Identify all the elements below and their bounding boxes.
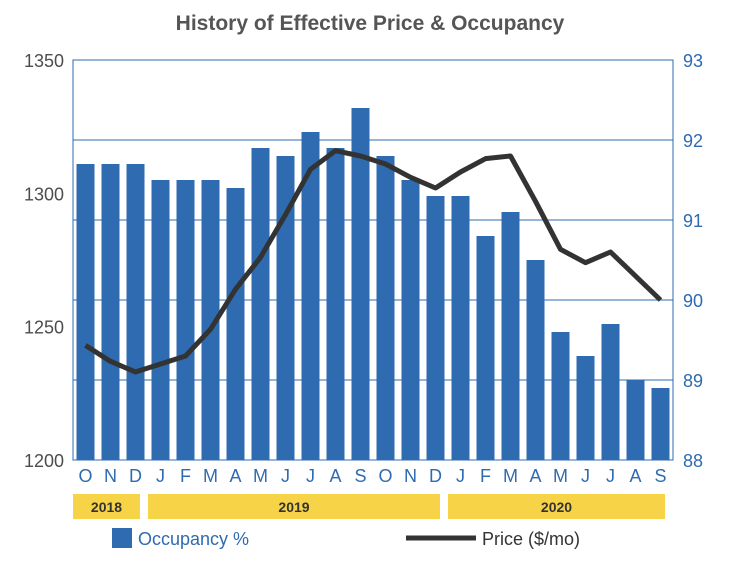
x-tick-label: M	[553, 466, 568, 486]
left-axis: 1200 1250 1300 1350	[24, 51, 64, 471]
occupancy-bar	[226, 188, 245, 460]
x-tick-label: M	[503, 466, 518, 486]
occupancy-bar	[201, 180, 220, 460]
price-line-group	[84, 148, 663, 375]
occupancy-bar	[401, 180, 420, 460]
x-tick-label: A	[329, 466, 341, 486]
right-tick-label: 92	[683, 131, 703, 151]
occupancy-bar	[551, 332, 570, 460]
occupancy-bar	[576, 356, 595, 460]
occupancy-bar	[376, 156, 395, 460]
x-tick-label: J	[581, 466, 590, 486]
x-tick-label: S	[654, 466, 666, 486]
occupancy-bar	[276, 156, 295, 460]
year-label: 2018	[91, 499, 122, 515]
x-tick-label: M	[253, 466, 268, 486]
occupancy-bar	[526, 260, 545, 460]
year-label: 2020	[541, 499, 572, 515]
x-tick-label: D	[129, 466, 142, 486]
x-tick-label: J	[606, 466, 615, 486]
chart-title: History of Effective Price & Occupancy	[176, 12, 565, 35]
left-tick-label: 1250	[24, 318, 64, 338]
year-band	[448, 494, 665, 519]
occupancy-bar	[426, 196, 445, 460]
x-tick-label: D	[429, 466, 442, 486]
right-tick-label: 91	[683, 211, 703, 231]
right-tick-label: 88	[683, 451, 703, 471]
legend-label-price: Price ($/mo)	[482, 529, 580, 549]
left-tick-label: 1350	[24, 51, 64, 71]
right-tick-label: 89	[683, 371, 703, 391]
x-tick-label: J	[306, 466, 315, 486]
x-tick-label: A	[229, 466, 241, 486]
x-tick-label: O	[378, 466, 392, 486]
occupancy-bars	[76, 108, 670, 460]
legend-swatch-occupancy	[112, 528, 132, 548]
occupancy-bar	[451, 196, 470, 460]
right-tick-label: 90	[683, 291, 703, 311]
year-label: 2019	[278, 499, 309, 515]
occupancy-bar	[326, 148, 345, 460]
x-tick-label: A	[529, 466, 541, 486]
x-tick-label: J	[156, 466, 165, 486]
x-tick-label: M	[203, 466, 218, 486]
occupancy-bar	[251, 148, 270, 460]
occupancy-bar	[626, 380, 645, 460]
occupancy-bar	[76, 164, 95, 460]
occupancy-bar	[101, 164, 120, 460]
year-band	[73, 494, 140, 519]
occupancy-bar	[351, 108, 370, 460]
legend-label-occupancy: Occupancy %	[138, 529, 249, 549]
price-line	[84, 148, 663, 375]
occupancy-bar	[476, 236, 495, 460]
occupancy-bar	[151, 180, 170, 460]
left-tick-label: 1200	[24, 451, 64, 471]
legend: Occupancy % Price ($/mo)	[112, 528, 580, 549]
x-tick-label: A	[629, 466, 641, 486]
right-axis: 88 89 90 91 92 93	[683, 51, 703, 471]
x-tick-label: N	[404, 466, 417, 486]
x-tick-label: J	[456, 466, 465, 486]
year-bands: 2018 2019 2020	[73, 494, 665, 519]
occupancy-bar	[651, 388, 670, 460]
occupancy-bar	[501, 212, 520, 460]
occupancy-bar	[126, 164, 145, 460]
x-tick-label: F	[180, 466, 191, 486]
year-band	[148, 494, 440, 519]
occupancy-bar	[301, 132, 320, 460]
right-tick-label: 93	[683, 51, 703, 71]
plot-frame	[72, 59, 674, 461]
x-tick-label: S	[354, 466, 366, 486]
x-tick-label: O	[78, 466, 92, 486]
x-tick-label: N	[104, 466, 117, 486]
x-tick-label: J	[281, 466, 290, 486]
x-tick-label: F	[480, 466, 491, 486]
occupancy-bar	[601, 324, 620, 460]
left-tick-label: 1300	[24, 184, 64, 204]
occupancy-bar	[176, 180, 195, 460]
